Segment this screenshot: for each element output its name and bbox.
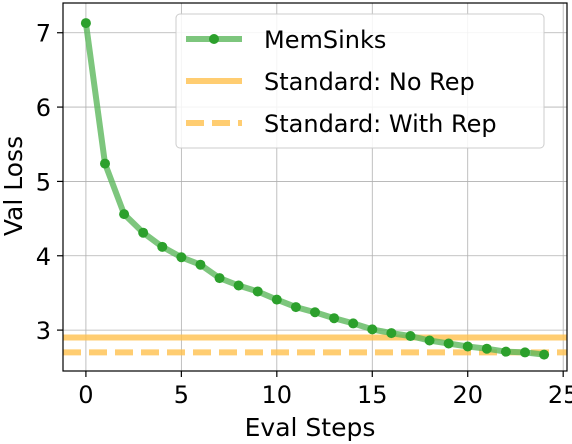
memsinks-point: [367, 324, 378, 335]
reference-lines: [63, 334, 567, 356]
legend-no-rep-label: Standard: No Rep: [264, 68, 475, 96]
axis-ticks: 0 5 10 15 20 25 3 4 5 6 7: [36, 20, 572, 409]
x-tick-label: 5: [174, 381, 189, 409]
plot-frame: [62, 2, 568, 372]
memsinks-point: [176, 252, 187, 263]
y-tick-label: 6: [36, 94, 51, 122]
memsinks-point: [214, 273, 225, 284]
memsinks-point: [405, 331, 416, 342]
memsinks-point: [119, 209, 130, 220]
memsinks-point: [290, 302, 301, 313]
x-tick-label: 10: [262, 381, 293, 409]
x-tick-label: 20: [452, 381, 483, 409]
memsinks-point: [443, 338, 454, 349]
memsinks-point: [271, 294, 282, 305]
memsinks-point: [386, 328, 397, 339]
memsinks-point: [481, 343, 492, 354]
memsinks-point: [157, 241, 168, 252]
x-tick-label: 25: [548, 381, 572, 409]
x-tick-label: 15: [357, 381, 388, 409]
memsinks-point: [195, 259, 206, 270]
memsinks-point: [100, 158, 110, 169]
legend-box: [175, 13, 545, 149]
x-tick-label: 0: [78, 381, 93, 409]
legend: MemSinks Standard: No Rep Standard: With…: [175, 13, 545, 149]
memsinks-point: [424, 335, 435, 346]
legend-memsinks-marker: [209, 34, 219, 44]
y-tick-label: 7: [36, 20, 51, 48]
legend-memsinks-label: MemSinks: [264, 26, 386, 54]
memsinks-point: [329, 313, 340, 324]
memsinks-point: [539, 349, 550, 360]
series-markers: [80, 18, 550, 360]
memsinks-point: [138, 227, 149, 238]
memsinks-point: [520, 347, 530, 358]
y-tick-label: 5: [36, 168, 51, 196]
y-tick-label: 4: [36, 243, 51, 271]
memsinks-point: [348, 318, 359, 329]
memsinks-point: [80, 18, 91, 29]
y-tick-label: 3: [36, 317, 51, 345]
memsinks-point: [252, 286, 263, 297]
y-axis-label: Val Loss: [0, 136, 28, 236]
legend-with-rep-label: Standard: With Rep: [264, 110, 497, 138]
memsinks-point: [310, 307, 320, 318]
memsinks-point: [233, 280, 244, 291]
memsinks-point: [500, 346, 511, 357]
x-axis-label: Eval Steps: [245, 413, 376, 442]
memsinks-point: [462, 341, 473, 352]
